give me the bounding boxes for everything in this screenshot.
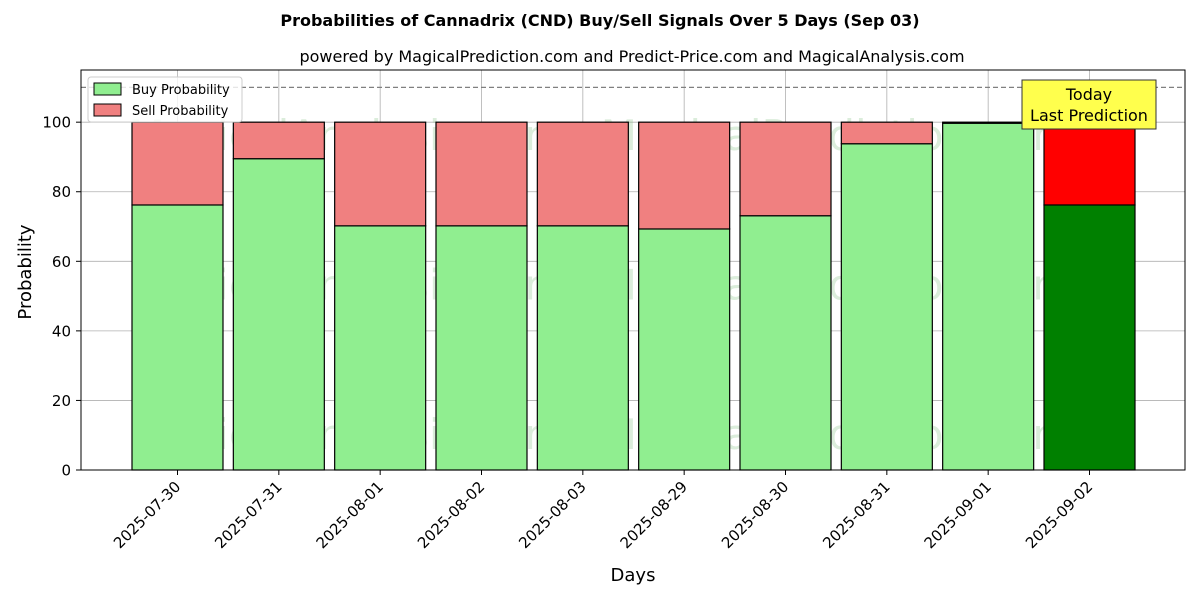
x-tick-label: 2025-08-29	[617, 478, 691, 552]
x-tick-label: 2025-08-02	[414, 478, 488, 552]
x-tick-label: 2025-08-03	[515, 478, 589, 552]
buy-bar	[435, 225, 528, 471]
x-tick-label: 2025-07-31	[211, 478, 285, 552]
annotation-line: Today	[1065, 85, 1112, 104]
y-tick-label: 80	[52, 183, 71, 201]
y-tick-label: 0	[61, 462, 71, 480]
legend-swatch	[93, 82, 122, 96]
sell-bar	[739, 121, 832, 217]
y-tick-label: 40	[52, 322, 71, 340]
legend-label: Buy Probability	[132, 83, 230, 98]
legend-label: Sell Probability	[132, 104, 229, 119]
today-annotation: Today Last Prediction	[1021, 79, 1157, 130]
sell-bar	[1043, 121, 1136, 206]
plot-frame	[80, 69, 1186, 471]
legend-swatch	[93, 103, 122, 117]
buy-bar	[232, 158, 325, 471]
chart-subtitle: powered by MagicalPrediction.com and Pre…	[299, 47, 964, 66]
buy-bar	[840, 143, 933, 471]
buy-bar	[1043, 204, 1136, 471]
x-tick-label: 2025-08-31	[819, 478, 893, 552]
y-tick-label: 20	[52, 392, 71, 410]
annotation-line: Last Prediction	[1030, 106, 1148, 125]
sell-bar	[840, 121, 933, 145]
sell-bar	[131, 121, 224, 206]
sell-bar	[536, 121, 629, 227]
buy-bar	[638, 228, 731, 471]
sell-bar	[942, 121, 1035, 124]
buy-bar	[536, 225, 629, 471]
chart-title: Probabilities of Cannadrix (CND) Buy/Sel…	[280, 11, 919, 30]
x-tick-label: 2025-08-01	[313, 478, 387, 552]
x-axis-label: Days	[611, 565, 656, 586]
x-tick-label: 2025-08-30	[718, 478, 792, 552]
sell-bar	[232, 121, 325, 160]
legend[interactable]: Buy Probability Sell Probability	[87, 76, 243, 123]
y-tick-label: 100	[42, 114, 71, 132]
x-tick-label: 2025-07-30	[110, 478, 184, 552]
bars	[131, 121, 1136, 471]
buy-bar	[942, 122, 1035, 471]
buy-bar	[131, 204, 224, 471]
x-tick-label: 2025-09-01	[921, 478, 995, 552]
y-tick-label: 60	[52, 253, 71, 271]
x-tick-label: 2025-09-02	[1022, 478, 1096, 552]
buy-bar	[334, 225, 427, 471]
sell-bar	[435, 121, 528, 227]
axes	[76, 69, 1186, 475]
sell-bar	[334, 121, 427, 227]
legend-frame	[87, 76, 243, 123]
buy-bar	[739, 215, 832, 471]
annotation-box	[1021, 79, 1157, 130]
y-axis-label: Probability	[15, 224, 36, 319]
sell-bar	[638, 121, 731, 230]
